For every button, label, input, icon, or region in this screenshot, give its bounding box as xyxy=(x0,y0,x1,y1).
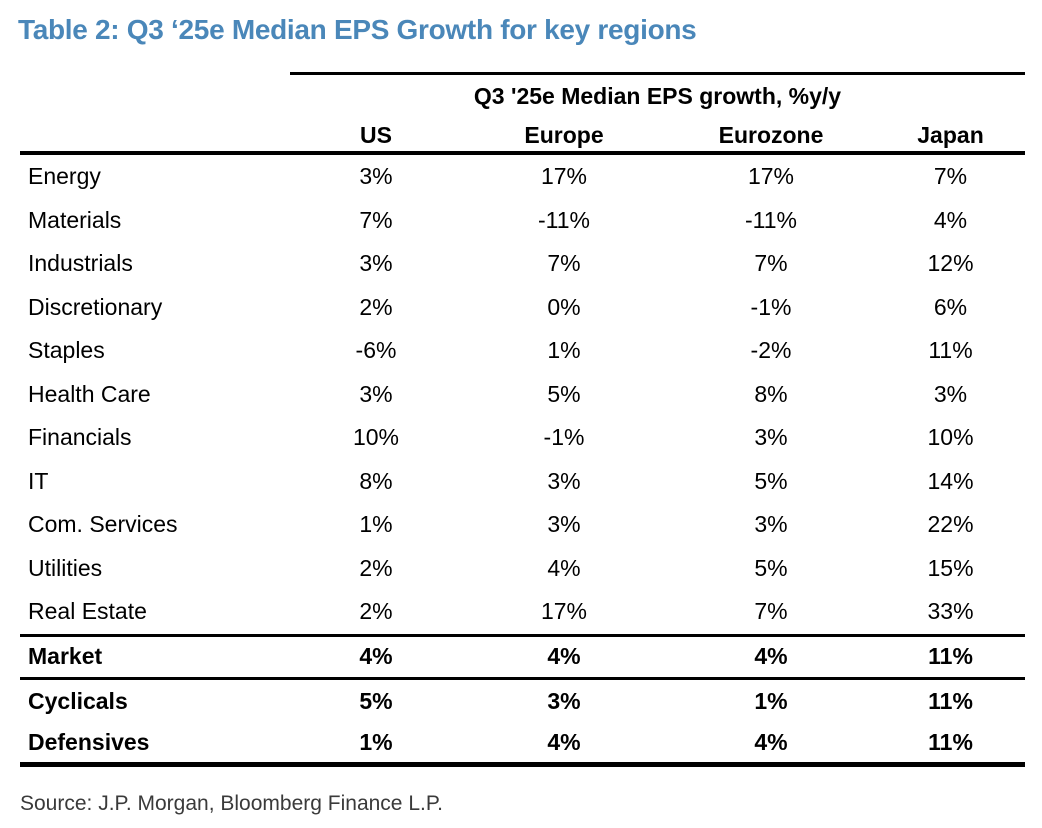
table-row: Staples -6% 1% -2% 11% xyxy=(20,329,1025,373)
value-cell: 3% xyxy=(754,424,788,451)
value-cell: 22% xyxy=(927,511,974,538)
column-header-us: US xyxy=(290,117,462,155)
value-cell: 3% xyxy=(547,467,581,494)
value-cell: 17% xyxy=(747,163,795,190)
table-row: Industrials 3% 7% 7% 12% xyxy=(20,242,1025,286)
value-cell: 8% xyxy=(359,467,393,494)
group-header-row: Q3 '25e Median EPS growth, %y/y xyxy=(20,72,1026,118)
sector-label: Staples xyxy=(28,337,105,364)
value-cell: 6% xyxy=(933,293,968,320)
group-header-spacer xyxy=(20,74,290,118)
value-cell: 3% xyxy=(547,511,581,538)
table-row: Health Care 3% 5% 8% 3% xyxy=(20,373,1025,417)
value-cell: 5% xyxy=(547,380,581,407)
sector-label: Com. Services xyxy=(28,511,178,538)
column-header-row: US Europe Eurozone Japan xyxy=(20,117,1026,155)
table-row: Com. Services 1% 3% 3% 22% xyxy=(20,503,1025,547)
value-cell: 5% xyxy=(359,687,393,714)
value-cell: 8% xyxy=(754,380,788,407)
table-body: Energy 3% 17% 17% 7% Materials 7% -11% -11% 4% Ind… xyxy=(20,153,1026,767)
value-cell: 5% xyxy=(754,554,788,581)
value-cell: 17% xyxy=(540,598,588,625)
value-cell: 11% xyxy=(928,687,973,714)
value-cell: -1% xyxy=(543,424,585,451)
column-header-sector xyxy=(20,117,290,155)
value-cell: 7% xyxy=(933,163,968,190)
value-cell: 10% xyxy=(927,424,974,451)
value-cell: 15% xyxy=(927,554,974,581)
value-cell: 7% xyxy=(547,250,581,277)
sector-label: Health Care xyxy=(28,380,151,407)
sector-label: Cyclicals xyxy=(28,687,128,714)
value-cell: 11% xyxy=(876,722,1026,767)
value-cell: 2% xyxy=(359,293,393,320)
table-row: Defensives 1% 4% 4% 11% xyxy=(20,722,1026,767)
table-row: Cyclicals 5% 3% 1% 11% xyxy=(20,678,1025,723)
value-cell: 12% xyxy=(927,250,974,277)
value-cell: -1% xyxy=(750,293,792,320)
value-cell: 11% xyxy=(876,633,1026,680)
table-row: Energy 3% 17% 17% 7% xyxy=(20,153,1025,199)
eps-growth-table: Q3 '25e Median EPS growth, %y/y US Europ… xyxy=(20,72,1026,767)
value-cell: 4% xyxy=(290,633,462,680)
value-cell: 3% xyxy=(359,250,393,277)
value-cell: -11% xyxy=(745,206,797,233)
value-cell: 1% xyxy=(547,337,581,364)
table-row: Utilities 2% 4% 5% 15% xyxy=(20,547,1025,591)
sector-label: Energy xyxy=(28,163,101,190)
table-row: Market 4% 4% 4% 11% xyxy=(20,633,1026,680)
value-cell: 3% xyxy=(933,380,968,407)
value-cell: 2% xyxy=(359,554,393,581)
sector-label: Materials xyxy=(28,206,122,233)
value-cell: -2% xyxy=(750,337,792,364)
value-cell: 3% xyxy=(359,380,393,407)
value-cell: 1% xyxy=(290,722,462,767)
value-cell: 4% xyxy=(462,722,666,767)
value-cell: 3% xyxy=(359,163,393,190)
page-title: Table 2: Q3 ‘25e Median EPS Growth for k… xyxy=(18,14,697,45)
value-cell: 10% xyxy=(352,424,400,451)
value-cell: 2% xyxy=(359,598,393,625)
value-cell: 4% xyxy=(547,554,581,581)
value-cell: 4% xyxy=(933,206,968,233)
source-note: Source: J.P. Morgan, Bloomberg Finance L… xyxy=(20,792,443,815)
sector-label: Discretionary xyxy=(28,293,163,320)
value-cell: 14% xyxy=(927,467,974,494)
value-cell: 7% xyxy=(754,598,788,625)
value-cell: 17% xyxy=(540,163,588,190)
value-cell: 3% xyxy=(754,511,788,538)
value-cell: 0% xyxy=(547,293,581,320)
value-cell: -11% xyxy=(538,206,590,233)
column-header-europe: Europe xyxy=(462,117,666,155)
value-cell: 7% xyxy=(754,250,788,277)
group-header: Q3 '25e Median EPS growth, %y/y xyxy=(290,72,1026,117)
sector-label: IT xyxy=(28,467,49,494)
value-cell: -6% xyxy=(355,337,397,364)
table-row: IT 8% 3% 5% 14% xyxy=(20,460,1025,504)
sector-label: Industrials xyxy=(28,250,133,277)
table-row: Real Estate 2% 17% 7% 33% xyxy=(20,590,1025,635)
value-cell: 33% xyxy=(927,598,974,625)
value-cell: 7% xyxy=(359,206,393,233)
value-cell: 4% xyxy=(666,722,876,767)
table-row: Financials 10% -1% 3% 10% xyxy=(20,416,1025,460)
column-header-eurozone: Eurozone xyxy=(666,117,876,155)
value-cell: 1% xyxy=(754,687,788,714)
value-cell: 5% xyxy=(754,467,788,494)
value-cell: 4% xyxy=(462,633,666,680)
sector-label: Market xyxy=(20,633,290,680)
value-cell: 3% xyxy=(547,687,581,714)
sector-label: Utilities xyxy=(28,554,103,581)
table-row: Discretionary 2% 0% -1% 6% xyxy=(20,286,1025,330)
sector-label: Financials xyxy=(28,424,132,451)
sector-label: Defensives xyxy=(20,722,290,767)
column-header-japan: Japan xyxy=(876,117,1026,155)
value-cell: 11% xyxy=(928,337,973,364)
value-cell: 1% xyxy=(359,511,393,538)
value-cell: 4% xyxy=(666,633,876,680)
sector-label: Real Estate xyxy=(28,598,147,625)
table-row: Materials 7% -11% -11% 4% xyxy=(20,199,1025,243)
